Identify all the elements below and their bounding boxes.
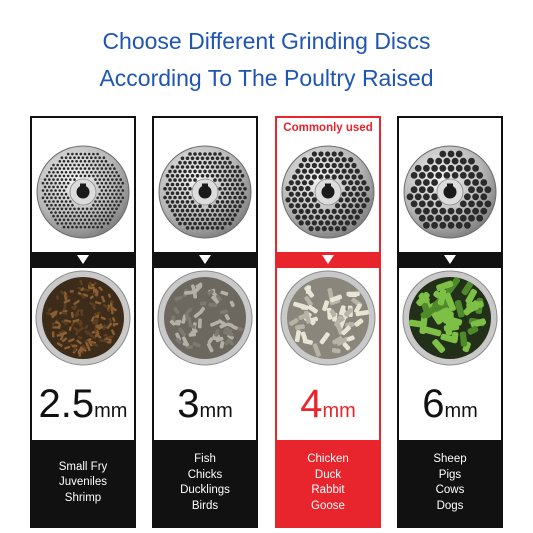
commonly-used-badge: Commonly used [283,122,373,134]
arrow-band [399,252,501,268]
hole-size-label: 6mm [399,382,501,426]
hole-size-unit: mm [94,400,128,422]
arrow-band [277,252,379,268]
hole-size-unit: mm [199,400,233,422]
animal-item: Chicks [187,468,223,481]
hole-size-label: 2.5mm [32,382,134,426]
brown-pellets-bowl-icon [35,270,131,366]
hole-size-label: 3mm [154,382,256,426]
animals-box: Fish Chicks Ducklings Birds [154,440,256,526]
down-arrow-icon [444,255,456,264]
animal-item: Dogs [436,499,464,512]
hole-size-value: 2.5 [38,382,95,426]
disc-column-4mm: Commonly used 4mm Chicken Duck Rabbit Goose [275,116,381,528]
hole-size-value: 3 [177,382,200,426]
animal-item: Shrimp [64,491,102,504]
animal-item: Goose [311,499,345,512]
animals-box: Small Fry Juveniles Shrimp [32,440,134,526]
grinding-disc-fine-holes-icon [36,145,130,239]
animal-item: Rabbit [311,484,345,496]
animals-list: Chicken Duck Rabbit Goose [307,452,349,514]
hole-size-unit: mm [322,400,356,422]
white-pellets-bowl-icon [280,270,376,366]
animals-list: Sheep Pigs Cows Dogs [433,452,466,514]
animal-item: Ducklings [180,484,230,496]
arrow-band [154,252,256,268]
animal-item: Fish [194,453,216,465]
animals-box: Chicken Duck Rabbit Goose [277,440,379,526]
grinding-disc-medium-holes-icon [281,145,375,239]
animals-box: Sheep Pigs Cows Dogs [399,440,501,526]
animal-item: Juveniles [59,476,107,489]
hole-size-value: 6 [422,382,445,426]
animals-list: Fish Chicks Ducklings Birds [180,452,230,514]
headline-line-2: According To The Poultry Raised [99,65,434,91]
animal-item: Chicken [307,453,349,465]
headline-line-1: Choose Different Grinding Discs [102,28,431,54]
arrow-band [32,252,134,268]
hole-size-value: 4 [300,382,323,426]
down-arrow-icon [199,255,211,264]
animal-item: Pigs [438,468,462,481]
animal-item: Birds [191,499,219,512]
green-pellets-bowl-icon [402,270,498,366]
animal-item: Sheep [433,453,467,465]
animal-item: Duck [314,468,342,481]
animal-item: Cows [435,484,465,496]
down-arrow-icon [77,255,89,264]
disc-column-3mm: 3mm Fish Chicks Ducklings Birds [152,116,258,528]
disc-column-6mm: 6mm Sheep Pigs Cows Dogs [397,116,503,528]
grinding-disc-small-holes-icon [158,145,252,239]
hole-size-unit: mm [444,400,478,422]
grinding-disc-large-holes-icon [403,145,497,239]
disc-column-2-5mm: 2.5mm Small Fry Juveniles Shrimp [30,116,136,528]
grey-pellets-bowl-icon [157,270,253,366]
down-arrow-icon [322,255,334,264]
animals-list: Small Fry Juveniles Shrimp [59,460,108,507]
animal-item: Small Fry [58,460,108,473]
hole-size-label: 4mm [277,382,379,426]
